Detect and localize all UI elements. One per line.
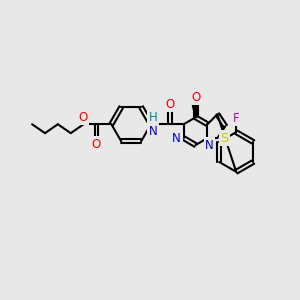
Text: F: F	[233, 112, 239, 125]
Text: O: O	[165, 98, 174, 111]
Text: O: O	[78, 111, 87, 124]
Text: O: O	[92, 138, 101, 151]
Text: N: N	[205, 139, 214, 152]
Text: H: H	[148, 111, 157, 124]
Text: N: N	[148, 125, 157, 138]
Text: O: O	[191, 91, 200, 104]
Text: N: N	[172, 132, 181, 145]
Text: S: S	[220, 132, 229, 145]
